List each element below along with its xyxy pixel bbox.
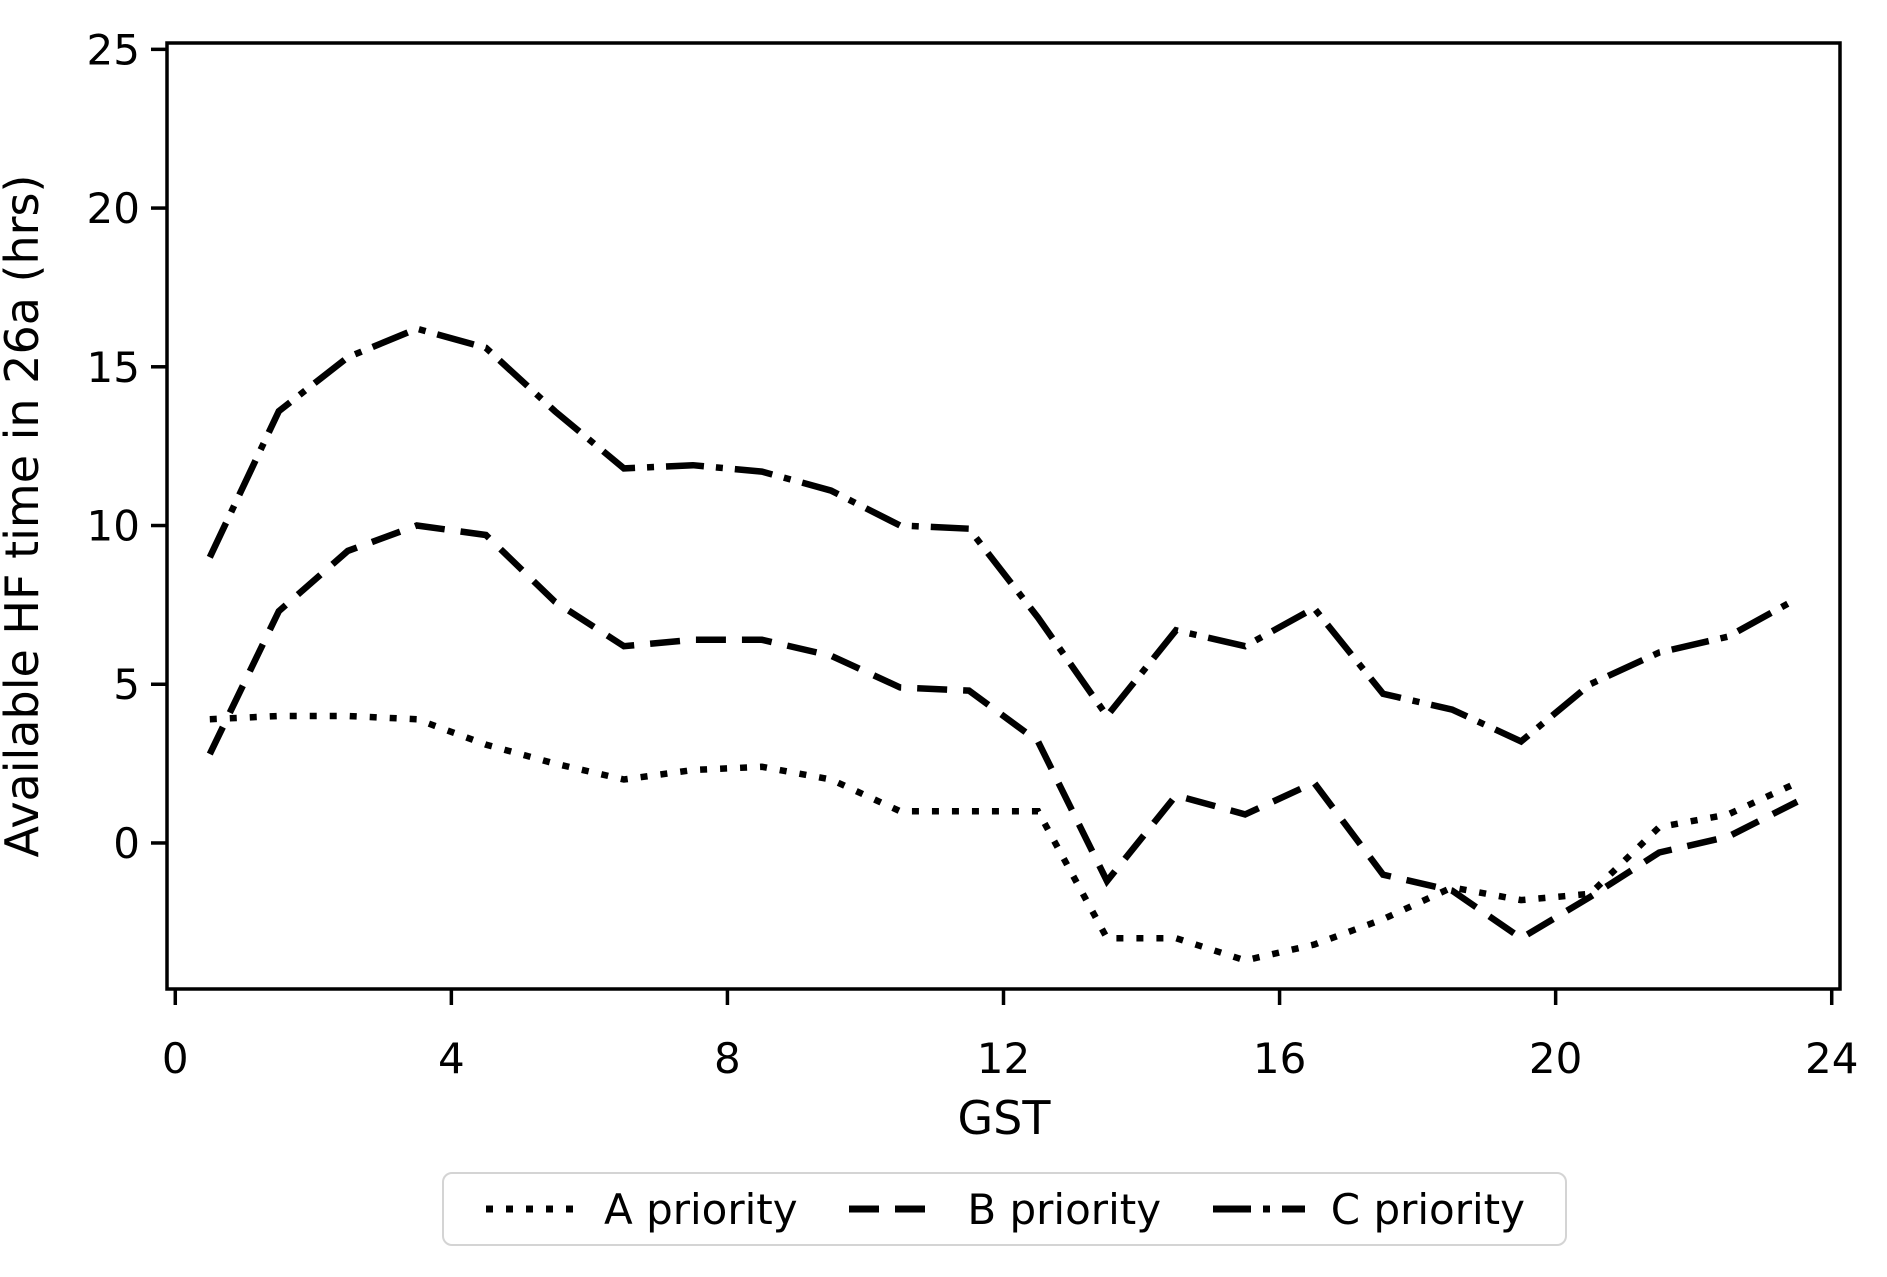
- series-line-c-priority: [206, 325, 1799, 746]
- y-tick-label: 20: [87, 184, 140, 233]
- axis-tick-labels: 0 4 8 12 16 20 24 0 5 10 15 20 25: [87, 25, 1859, 1083]
- y-axis-label: Available HF time in 26a (hrs): [0, 175, 49, 858]
- y-tick-label: 25: [87, 25, 140, 74]
- legend-item-a-priority: A priority: [484, 1185, 798, 1234]
- x-tick-label: 12: [977, 1034, 1030, 1083]
- x-tick-label: 20: [1529, 1034, 1582, 1083]
- x-tick-label: 0: [162, 1034, 189, 1083]
- series-line-b-priority: [206, 522, 1799, 943]
- axis-ticks: [151, 47, 1834, 1005]
- y-tick-label: 5: [113, 660, 140, 709]
- x-tick-label: 4: [438, 1034, 465, 1083]
- legend-item-b-priority: B priority: [847, 1185, 1161, 1234]
- x-tick-label: 8: [714, 1034, 741, 1083]
- series-line-a-priority: [209, 712, 1799, 964]
- legend: A priority B priority C priority: [442, 1172, 1567, 1246]
- series-lines: [206, 325, 1799, 964]
- x-tick-label: 24: [1805, 1034, 1858, 1083]
- legend-line-sample-dashdot-icon: [1212, 1205, 1305, 1213]
- legend-line-sample-dotted-icon: [486, 1205, 578, 1213]
- x-tick-label: 16: [1253, 1034, 1306, 1083]
- x-axis-label: GST: [958, 1091, 1052, 1145]
- legend-label: B priority: [967, 1184, 1162, 1234]
- y-tick-label: 15: [87, 343, 140, 392]
- legend-line-sample-dashed-icon: [849, 1205, 942, 1213]
- legend-label: C priority: [1330, 1184, 1525, 1234]
- plot-border: [165, 41, 1842, 991]
- y-tick-label: 0: [113, 819, 140, 868]
- legend-item-c-priority: C priority: [1211, 1185, 1525, 1234]
- y-tick-label: 10: [87, 502, 140, 551]
- legend-label: A priority: [604, 1184, 798, 1234]
